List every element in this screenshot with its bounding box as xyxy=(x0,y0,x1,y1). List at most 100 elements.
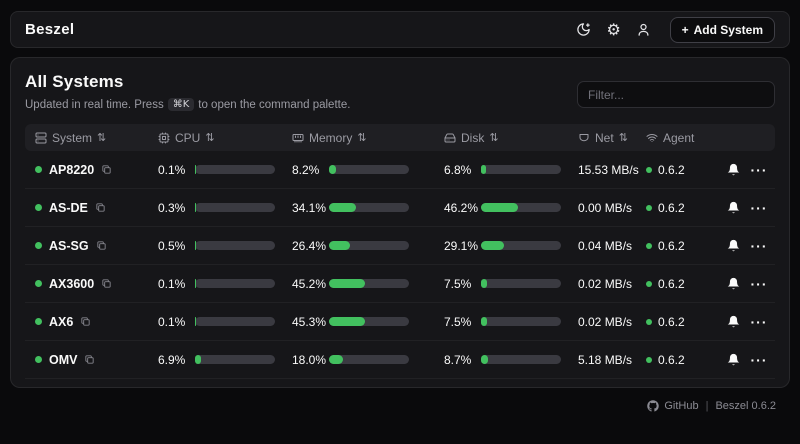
status-dot xyxy=(35,242,42,249)
cpu-bar xyxy=(195,355,275,364)
row-menu-button[interactable]: ··· xyxy=(748,235,770,257)
sort-icon: ⇅ xyxy=(357,131,367,144)
memory-bar xyxy=(329,241,409,250)
alerts-button[interactable] xyxy=(722,349,744,371)
theme-toggle-button[interactable] xyxy=(571,17,597,43)
system-name: AX6 xyxy=(49,314,74,329)
agent-status-dot xyxy=(646,318,652,325)
net-cell: 15.53 MB/s xyxy=(578,162,639,177)
cpu-cell: 0.1% xyxy=(158,315,292,329)
footer: GitHub | Beszel 0.6.2 xyxy=(647,400,776,412)
row-menu-button[interactable]: ··· xyxy=(748,311,770,333)
copy-icon[interactable] xyxy=(96,240,107,251)
github-label: GitHub xyxy=(664,400,699,412)
memory-cell: 26.4% xyxy=(292,239,444,253)
cpu-cell: 0.3% xyxy=(158,201,292,215)
disk-bar xyxy=(481,355,561,364)
cpu-cell: 0.1% xyxy=(158,163,292,177)
alerts-button[interactable] xyxy=(722,311,744,333)
alerts-button[interactable] xyxy=(722,197,744,219)
cpu-bar xyxy=(195,203,275,212)
row-menu-button[interactable]: ··· xyxy=(748,273,770,295)
app-logo[interactable]: Beszel xyxy=(25,21,75,38)
github-icon xyxy=(647,400,660,412)
bell-icon xyxy=(727,315,739,328)
disk-cell: 46.2% xyxy=(444,201,578,215)
column-header-cpu[interactable]: CPU ⇅ xyxy=(158,131,292,145)
disk-cell: 8.7% xyxy=(444,353,578,367)
systems-table: System ⇅ CPU ⇅ Memory ⇅ xyxy=(25,124,775,379)
memory-cell: 34.1% xyxy=(292,201,444,215)
user-menu-button[interactable] xyxy=(631,17,657,43)
subtitle-prefix: Updated in real time. Press xyxy=(25,98,164,111)
alerts-button[interactable] xyxy=(722,235,744,257)
agent-status-dot xyxy=(646,204,652,211)
table-row[interactable]: AS-DE 0.3% 34.1% 46.2% 0.00 MB/s 0.6.2 xyxy=(25,189,775,227)
sort-icon: ⇅ xyxy=(205,131,215,144)
disk-cell: 7.5% xyxy=(444,277,578,291)
memory-bar xyxy=(329,355,409,364)
cpu-cell: 0.5% xyxy=(158,239,292,253)
moon-star-icon xyxy=(577,23,590,36)
copy-icon[interactable] xyxy=(95,202,106,213)
footer-separator: | xyxy=(705,400,709,412)
column-header-net[interactable]: Net ⇅ xyxy=(578,131,646,145)
memory-cell: 45.3% xyxy=(292,315,444,329)
row-menu-button[interactable]: ··· xyxy=(748,159,770,181)
subtitle-suffix: to open the command palette. xyxy=(198,98,351,111)
column-header-disk[interactable]: Disk ⇅ xyxy=(444,131,578,145)
memory-bar xyxy=(329,317,409,326)
agent-cell: 0.6.2 xyxy=(646,353,722,367)
settings-button[interactable]: ⚙ xyxy=(601,17,627,43)
hard-drive-icon xyxy=(444,133,456,142)
table-header-row: System ⇅ CPU ⇅ Memory ⇅ xyxy=(25,124,775,151)
user-icon xyxy=(638,23,649,36)
github-link[interactable]: GitHub xyxy=(647,400,699,412)
system-name: AP8220 xyxy=(49,162,95,177)
system-cell: AS-SG xyxy=(35,239,158,253)
page-subtitle: Updated in real time. Press ⌘K to open t… xyxy=(25,98,350,111)
disk-bar xyxy=(481,317,561,326)
table-row[interactable]: AP8220 0.1% 8.2% 6.8% 15.53 MB/s 0.6.2 xyxy=(25,151,775,189)
agent-status-dot xyxy=(646,356,652,363)
net-cell: 0.00 MB/s xyxy=(578,200,633,215)
column-header-system[interactable]: System ⇅ xyxy=(35,131,158,145)
cpu-bar xyxy=(195,317,275,326)
copy-icon[interactable] xyxy=(84,354,95,365)
row-menu-button[interactable]: ··· xyxy=(748,197,770,219)
cpu-cell: 0.1% xyxy=(158,277,292,291)
alerts-button[interactable] xyxy=(722,159,744,181)
command-palette-kbd: ⌘K xyxy=(167,98,195,111)
table-row[interactable]: OMV 6.9% 18.0% 8.7% 5.18 MB/s 0.6.2 xyxy=(25,341,775,379)
copy-icon[interactable] xyxy=(101,164,112,175)
bell-icon xyxy=(727,239,739,252)
status-dot xyxy=(35,166,42,173)
page-title: All Systems xyxy=(25,72,124,91)
top-bar-actions: ⚙ + Add System xyxy=(571,16,775,43)
all-systems-card: All Systems Updated in real time. Press … xyxy=(10,57,790,388)
bell-icon xyxy=(727,163,739,176)
copy-icon[interactable] xyxy=(101,278,112,289)
copy-icon[interactable] xyxy=(80,316,91,327)
status-dot xyxy=(35,204,42,211)
system-cell: AX3600 xyxy=(35,277,158,291)
alerts-button[interactable] xyxy=(722,273,744,295)
column-header-agent[interactable]: Agent xyxy=(646,131,722,145)
system-name: OMV xyxy=(49,352,78,367)
disk-cell: 6.8% xyxy=(444,163,578,177)
net-cell: 0.02 MB/s xyxy=(578,276,633,291)
sort-icon: ⇅ xyxy=(618,131,628,144)
disk-cell: 29.1% xyxy=(444,239,578,253)
table-row[interactable]: AX3600 0.1% 45.2% 7.5% 0.02 MB/s 0.6.2 xyxy=(25,265,775,303)
sort-icon: ⇅ xyxy=(489,131,499,144)
disk-bar xyxy=(481,203,561,212)
table-row[interactable]: AS-SG 0.5% 26.4% 29.1% 0.04 MB/s 0.6.2 xyxy=(25,227,775,265)
system-cell: AP8220 xyxy=(35,163,158,177)
column-header-memory[interactable]: Memory ⇅ xyxy=(292,131,444,145)
bell-icon xyxy=(727,353,739,366)
add-system-button[interactable]: + Add System xyxy=(669,16,775,43)
table-row[interactable]: AX6 0.1% 45.3% 7.5% 0.02 MB/s 0.6.2 xyxy=(25,303,775,341)
wifi-icon xyxy=(646,133,658,142)
row-menu-button[interactable]: ··· xyxy=(748,349,770,371)
filter-input[interactable] xyxy=(577,81,775,108)
